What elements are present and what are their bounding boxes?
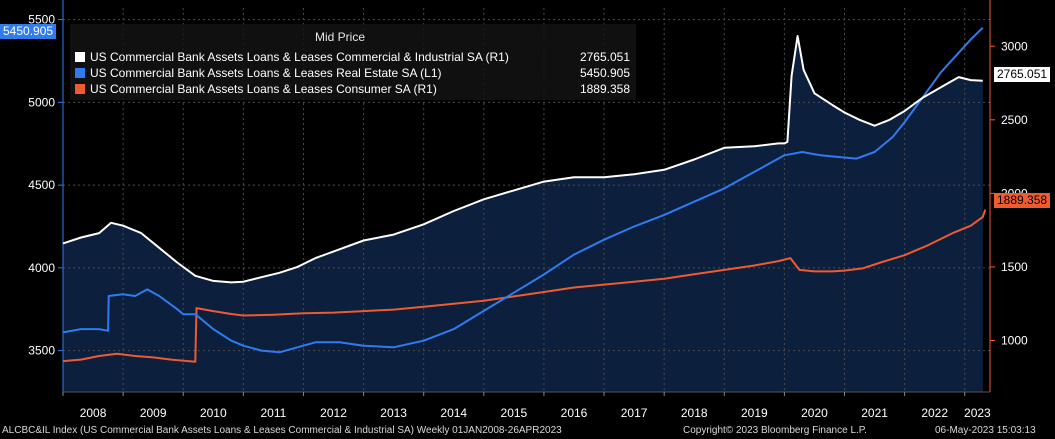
consumer-last-value-tag: 1889.358 [994,193,1051,208]
left-axis-tick-label: 4000 [28,261,55,275]
x-axis-year-label: 2009 [140,406,167,420]
legend-swatch [75,68,85,78]
x-axis-year-label: 2008 [80,406,107,420]
x-axis-year-label: 2016 [561,406,588,420]
legend-swatch [75,84,85,94]
left-axis-tick-label: 3500 [28,344,55,358]
commercial-industrial-last-value-tag: 2765.051 [994,67,1051,82]
right-axis-tick-label: 3000 [1001,39,1028,53]
left-axis-tick-label: 5000 [28,95,55,109]
area-fill-commercial-industrial [63,36,983,392]
footer-ticker: ALCBC&IL Index (US Commercial Bank Asset… [2,425,562,436]
chart: 3500400045005000550010001500200025003000… [28,0,1028,420]
left-axis-tick-label: 4500 [28,178,55,192]
legend-title: Mid Price [314,30,365,44]
legend-item-commercial-industrial: US Commercial Bank Assets Loans & Leases… [75,50,630,64]
legend-label: US Commercial Bank Assets Loans & Leases… [90,66,442,80]
right-axis-tick-label: 1500 [1001,260,1028,274]
series-line-real-estate [62,26,984,354]
footer: ALCBC&IL Index (US Commercial Bank Asset… [0,423,1055,439]
legend-value: 5450.905 [579,66,630,80]
legend-value: 1889.358 [579,82,630,96]
legend-item-consumer: US Commercial Bank Assets Loans & Leases… [75,82,630,96]
series-line-commercial-industrial [62,35,983,284]
x-axis-year-label: 2018 [681,406,708,420]
x-axis-year-label: 2020 [801,406,828,420]
legend-label: US Commercial Bank Assets Loans & Leases… [90,50,509,64]
x-axis-year-label: 2011 [261,406,287,420]
right-axis-tick-label: 2500 [1001,113,1028,127]
left-axis-tick-label: 5500 [28,13,55,27]
legend-swatch [75,52,85,62]
right-axis-tick-label: 1000 [1001,334,1028,348]
x-axis-year-label: 2014 [440,406,467,420]
x-axis-year-label: 2022 [921,406,948,420]
series-line-consumer [62,209,987,363]
footer-copyright: Copyright© 2023 Bloomberg Finance L.P. [683,425,867,436]
x-axis-year-label: 2012 [320,406,347,420]
x-axis-year-label: 2021 [861,406,888,420]
x-axis-year-label: 2017 [621,406,648,420]
x-axis-year-label: 2023 [964,406,991,420]
legend-label: US Commercial Bank Assets Loans & Leases… [90,82,437,96]
real-estate-last-value-tag: 5450.905 [0,24,57,39]
x-axis-year-label: 2013 [380,406,407,420]
legend: Mid Price US Commercial Bank Assets Loan… [70,24,636,100]
footer-timestamp: 06-May-2023 15:03:13 [935,425,1036,436]
legend-value: 2765.051 [579,50,630,64]
x-axis-year-label: 2019 [741,406,768,420]
x-axis-year-label: 2010 [200,406,227,420]
x-axis-year-label: 2015 [501,406,528,420]
legend-item-real-estate: US Commercial Bank Assets Loans & Leases… [75,66,630,80]
